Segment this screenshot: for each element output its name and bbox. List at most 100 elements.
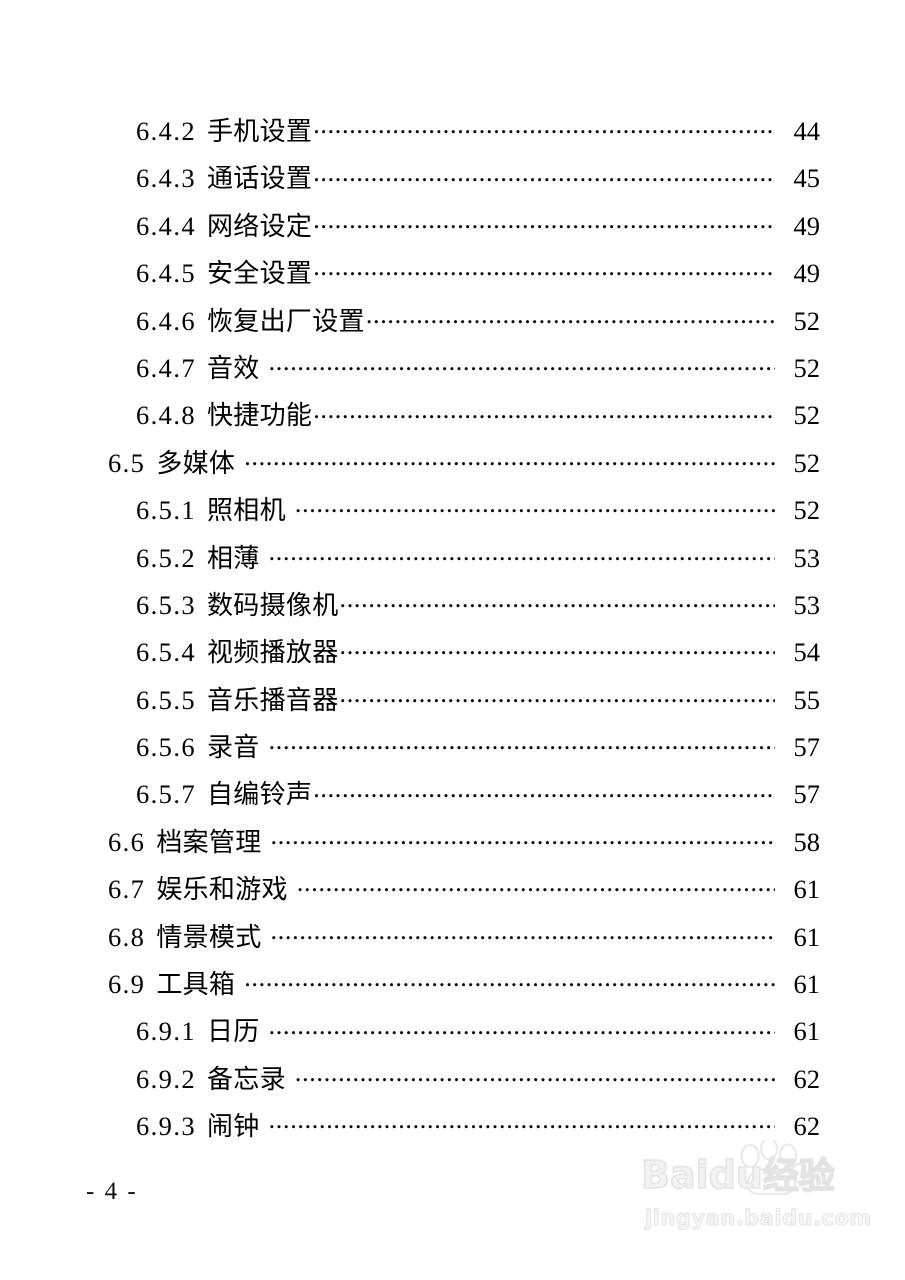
toc-entry[interactable]: 6.5.7 自编铃声 57 [0,781,905,828]
toc-entry-number: 6.9.2 [136,1063,196,1094]
toc-dot-leader [269,1119,775,1135]
toc-entry-title: 相薄 [207,543,260,574]
toc-entry[interactable]: 6.4.7 音效 52 [0,355,905,402]
toc-entry-number: 6.8 [108,921,146,952]
toc-entry[interactable]: 6.4.6 恢复出厂设置 52 [0,308,905,355]
toc-entry-title: 日历 [207,1017,260,1048]
toc-entry[interactable]: 6.4.8 快捷功能 52 [0,402,905,449]
toc-entry[interactable]: 6.5.6 录音 57 [0,734,905,781]
toc-entry-page-number: 62 [793,1063,821,1094]
toc-entry[interactable]: 6.4.3 通话设置 45 [0,165,905,212]
toc-dot-leader [340,693,775,709]
toc-entry-page-number: 53 [793,589,821,620]
toc-entry-page-number: 52 [793,305,821,336]
toc-dot-leader [313,787,775,803]
toc-entry-page-number: 49 [793,210,821,241]
toc-entry-title: 备忘录 [207,1064,286,1095]
toc-entry-page-number: 61 [793,874,821,905]
toc-dot-leader [269,740,775,756]
toc-entry-title: 快捷功能 [207,401,313,432]
toc-entry-page-number: 54 [793,637,821,668]
toc-dot-leader [313,171,775,187]
toc-entry-number: 6.4.3 [136,163,196,194]
toc-entry-number: 6.4.6 [136,305,196,336]
toc-entry-number: 6.5.6 [136,732,196,763]
toc-entry[interactable]: 6.5.2 相薄 53 [0,545,905,592]
toc-entry-title: 恢复出厂设置 [207,306,365,337]
toc-entry[interactable]: 6.9 工具箱 61 [0,971,905,1018]
toc-entry-page-number: 45 [793,163,821,194]
toc-entry[interactable]: 6.5.5 音乐播音器 55 [0,687,905,734]
toc-entry-title: 安全设置 [207,259,313,290]
toc-entry-number: 6.4.8 [136,400,196,431]
toc-entry-number: 6.4.5 [136,258,196,289]
toc-entry-page-number: 52 [793,400,821,431]
toc-entry-title: 多媒体 [156,448,236,479]
toc-entry[interactable]: 6.5.1 照相机 52 [0,497,905,544]
toc-entry[interactable]: 6.5 多媒体 52 [0,450,905,497]
toc-entry-page-number: 49 [793,258,821,289]
toc-entry-title: 通话设置 [207,164,313,195]
toc-entry[interactable]: 6.9.2 备忘录 62 [0,1066,905,1113]
toc-dot-leader [269,361,775,377]
toc-entry-title: 视频播放器 [207,638,339,669]
toc-dot-leader [313,266,775,282]
toc-entry-page-number: 57 [793,779,821,810]
toc-entry-page-number: 55 [793,684,821,715]
toc-entry-page-number: 44 [793,116,821,146]
toc-entry[interactable]: 6.8 情景模式 61 [0,924,905,971]
table-of-contents: 6.4.2 手机设置 44 6.4.3 通话设置 45 6.4.4 网络设定 49 6.4.5 安全… [0,118,905,1161]
toc-entry-title: 网络设定 [207,211,313,242]
toc-dot-leader [269,1024,775,1040]
toc-entry[interactable]: 6.4.2 手机设置 44 [0,118,905,165]
toc-entry[interactable]: 6.5.3 数码摄像机 53 [0,592,905,639]
toc-entry-number: 6.4.2 [136,116,196,146]
toc-entry[interactable]: 6.4.4 网络设定 49 [0,213,905,260]
toc-entry[interactable]: 6.5.4 视频播放器 54 [0,639,905,686]
toc-entry-page-number: 61 [793,969,821,1000]
toc-dot-leader [340,598,775,614]
toc-entry-page-number: 52 [793,352,821,383]
toc-entry-page-number: 58 [793,826,821,857]
toc-dot-leader [340,645,775,661]
toc-dot-leader [271,835,775,851]
toc-entry-title: 数码摄像机 [207,590,339,621]
toc-entry-number: 6.5.2 [136,542,196,573]
toc-entry-page-number: 62 [793,1111,821,1142]
toc-entry[interactable]: 6.4.5 安全设置 49 [0,260,905,307]
toc-entry[interactable]: 6.9.3 闹钟 62 [0,1113,905,1160]
toc-entry-page-number: 52 [793,495,821,526]
watermark-url: jingyan.baidu.com [644,1206,872,1230]
toc-entry-page-number: 57 [793,732,821,763]
toc-entry-number: 6.9.3 [136,1111,196,1142]
toc-dot-leader [313,219,775,235]
toc-entry-number: 6.4.7 [136,352,196,383]
toc-dot-leader [366,314,775,330]
toc-entry-title: 录音 [207,733,260,764]
toc-dot-leader [313,408,775,424]
toc-entry-number: 6.4.4 [136,210,196,241]
toc-entry-title: 音乐播音器 [207,685,339,716]
toc-entry-page-number: 61 [793,1016,821,1047]
toc-entry-title: 工具箱 [156,970,236,1001]
toc-entry[interactable]: 6.7 娱乐和游戏 61 [0,876,905,923]
toc-entry[interactable]: 6.9.1 日历 61 [0,1018,905,1065]
toc-dot-leader [295,503,775,519]
watermark-brand: Baidu经验 [640,1155,836,1197]
watermark-brand-cn: 经验 [762,1156,836,1197]
toc-entry-number: 6.6 [108,826,146,857]
toc-dot-leader [313,124,775,140]
toc-entry-title: 手机设置 [207,117,313,147]
toc-entry-page-number: 52 [793,447,821,478]
toc-entry-number: 6.9.1 [136,1016,196,1047]
toc-entry-number: 6.9 [108,969,146,1000]
toc-dot-leader [244,977,775,993]
toc-dot-leader [244,456,775,472]
toc-entry-number: 6.5.1 [136,495,196,526]
toc-entry-page-number: 53 [793,542,821,573]
toc-entry-number: 6.5.5 [136,684,196,715]
toc-entry[interactable]: 6.6 档案管理 58 [0,829,905,876]
toc-entry-number: 6.5.7 [136,779,196,810]
toc-entry-number: 6.7 [108,874,146,905]
